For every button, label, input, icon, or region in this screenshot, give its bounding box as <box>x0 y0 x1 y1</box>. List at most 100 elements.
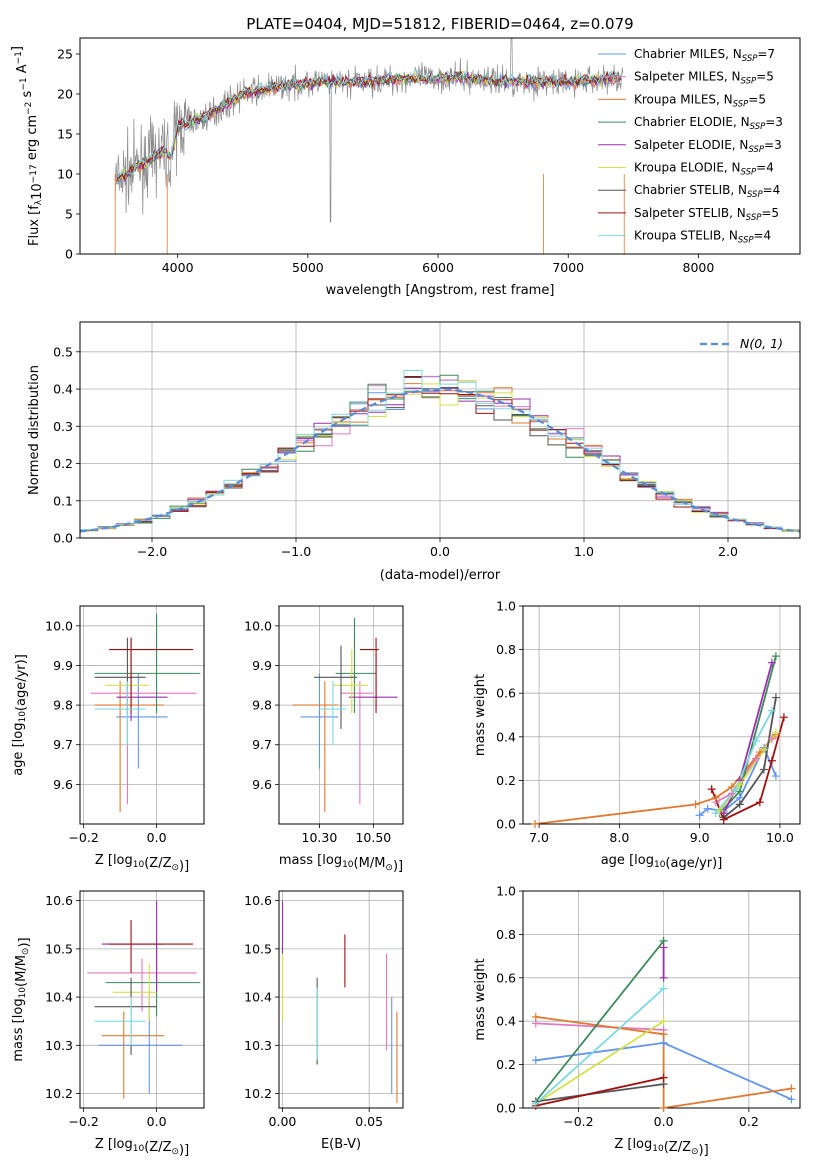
x-tick-label: 10.30 <box>302 830 338 845</box>
label-part: age [ <box>601 853 634 868</box>
legend-label: Chabrier ELODIE, NSSP=3 <box>634 115 783 132</box>
label-part: age [ <box>11 742 26 775</box>
label-part: ⊙ <box>385 863 393 873</box>
label-part: )] <box>17 937 32 947</box>
legend-sub: SSP <box>738 236 754 246</box>
x-tick-label: 7000 <box>552 260 584 275</box>
y-tick-label: 10.6 <box>45 893 73 908</box>
weight-line <box>715 710 773 814</box>
weight-marker <box>707 785 716 794</box>
label-part: ⊙ <box>691 1147 699 1157</box>
legend-value: =4 <box>763 183 781 197</box>
y-axis-label: age [log10(age/yr)] <box>11 654 29 776</box>
x-tick-label: 8000 <box>683 260 715 275</box>
weight-marker <box>659 1017 668 1026</box>
legend-sub: SSP <box>733 99 749 109</box>
panel-residuals: −2.0 −1.0 0.0 1.0 2.0 0.0 0.1 0.2 0.3 0.4 0.5 (data… <box>27 321 801 583</box>
legend-sub: SSP <box>746 213 762 223</box>
y-tick-label: 0.8 <box>496 927 516 942</box>
y-tick-label: 10.3 <box>244 1038 272 1053</box>
weight-marker <box>779 713 788 722</box>
weight-marker <box>771 652 780 661</box>
y-tick-label: 15 <box>57 127 73 142</box>
x-tick-label: 9.0 <box>690 830 710 845</box>
plot-area <box>534 655 785 824</box>
x-tick-label: 6000 <box>422 260 454 275</box>
legend-value: =3 <box>765 115 783 129</box>
y-tick-label: 25 <box>57 47 73 62</box>
y-tick-label: 10.2 <box>244 1086 272 1101</box>
weight-line <box>534 733 777 824</box>
x-axis-label: wavelength [Angstrom, rest frame] <box>326 283 555 298</box>
weight-line <box>723 697 777 819</box>
weight-marker <box>767 706 776 715</box>
axes-frame <box>79 37 801 255</box>
y-tick-label: 0.1 <box>53 493 73 508</box>
label-part: (M/M <box>14 955 29 987</box>
label-sub: 10 <box>133 860 145 870</box>
weight-line <box>718 731 777 812</box>
x-tick-label: −1.0 <box>281 544 311 559</box>
panel-age_vs_Z: −0.2 0.09.69.79.89.910.0Z [log10(Z/Z⊙)]ag… <box>11 605 205 874</box>
y-tick-label: 10.3 <box>45 1038 73 1053</box>
legend-name: Kroupa STELIB, N <box>634 229 738 243</box>
axes-frame <box>522 605 801 825</box>
x-axis-label: Z [log10(Z/Z⊙)] <box>614 1137 708 1158</box>
x-tick-label: 10.50 <box>355 830 391 845</box>
plot-area <box>114 38 625 254</box>
x-tick-label: −2.0 <box>137 544 167 559</box>
label-part: log <box>11 998 26 1018</box>
label-part: wavelength [Angstrom, rest frame] <box>326 283 555 298</box>
y-tick-label: 9.7 <box>53 737 73 752</box>
label-part: log <box>113 853 133 868</box>
axes-frame <box>278 605 404 825</box>
legend-value: =7 <box>757 47 775 61</box>
legend-label: Chabrier MILES, NSSP=7 <box>634 47 775 64</box>
y-tick-label: 10.0 <box>45 618 73 633</box>
model-spectrum <box>116 72 622 185</box>
legend-sub: SSP <box>750 122 766 132</box>
legend-sub: SSP <box>741 77 757 87</box>
axes-frame <box>79 321 801 539</box>
label-part: (Z/Z <box>664 1140 691 1155</box>
label-part: ] <box>10 46 25 51</box>
label-part: (age/yr)] <box>665 856 722 871</box>
legend-label: N(0, 1) <box>740 336 783 351</box>
weight-line <box>535 1016 792 1108</box>
label-part: −2 <box>24 102 34 115</box>
plot-area <box>87 900 201 1099</box>
x-tick-label: 4000 <box>162 260 194 275</box>
legend-name: Chabrier STELIB, N <box>634 183 747 197</box>
legend-label: Kroupa MILES, NSSP=5 <box>634 92 766 109</box>
legend-name: Salpeter ELODIE, N <box>634 138 748 152</box>
label-part: s <box>20 90 35 101</box>
weight-marker <box>751 737 760 746</box>
legend-value: =4 <box>756 161 774 175</box>
legend-name: Chabrier MILES, N <box>634 47 742 61</box>
axes-frame <box>278 890 404 1109</box>
y-tick-label: 0.2 <box>53 456 73 471</box>
legend-label: Chabrier STELIB, NSSP=4 <box>634 183 780 200</box>
legend-label: Kroupa STELIB, NSSP=4 <box>634 229 771 246</box>
weight-marker <box>767 658 776 667</box>
model-spectrum <box>116 71 622 185</box>
legend-value: =4 <box>754 229 772 243</box>
residual-histogram <box>80 370 800 531</box>
y-tick-label: 0.8 <box>496 642 516 657</box>
plot-area <box>80 370 800 533</box>
label-part: (M/M <box>354 856 386 871</box>
y-tick-label: 0.2 <box>496 1057 516 1072</box>
label-sub: 10 <box>18 987 28 999</box>
label-part: ⊙ <box>171 863 179 873</box>
x-tick-label: 0.00 <box>269 1114 297 1129</box>
y-axis-label: Flux [fλ10−17 erg cm−2 s−1 A−1] <box>10 46 45 246</box>
y-tick-label: 9.6 <box>53 777 73 792</box>
plot-area <box>292 617 398 813</box>
weight-marker <box>727 782 736 791</box>
x-tick-label: 0.05 <box>355 1114 383 1129</box>
y-axis-label: mass weight <box>473 958 488 1040</box>
weight-line <box>535 987 665 1105</box>
weight-marker <box>531 1099 540 1108</box>
legend-value: =3 <box>764 138 782 152</box>
x-tick-label: 8.0 <box>609 830 629 845</box>
